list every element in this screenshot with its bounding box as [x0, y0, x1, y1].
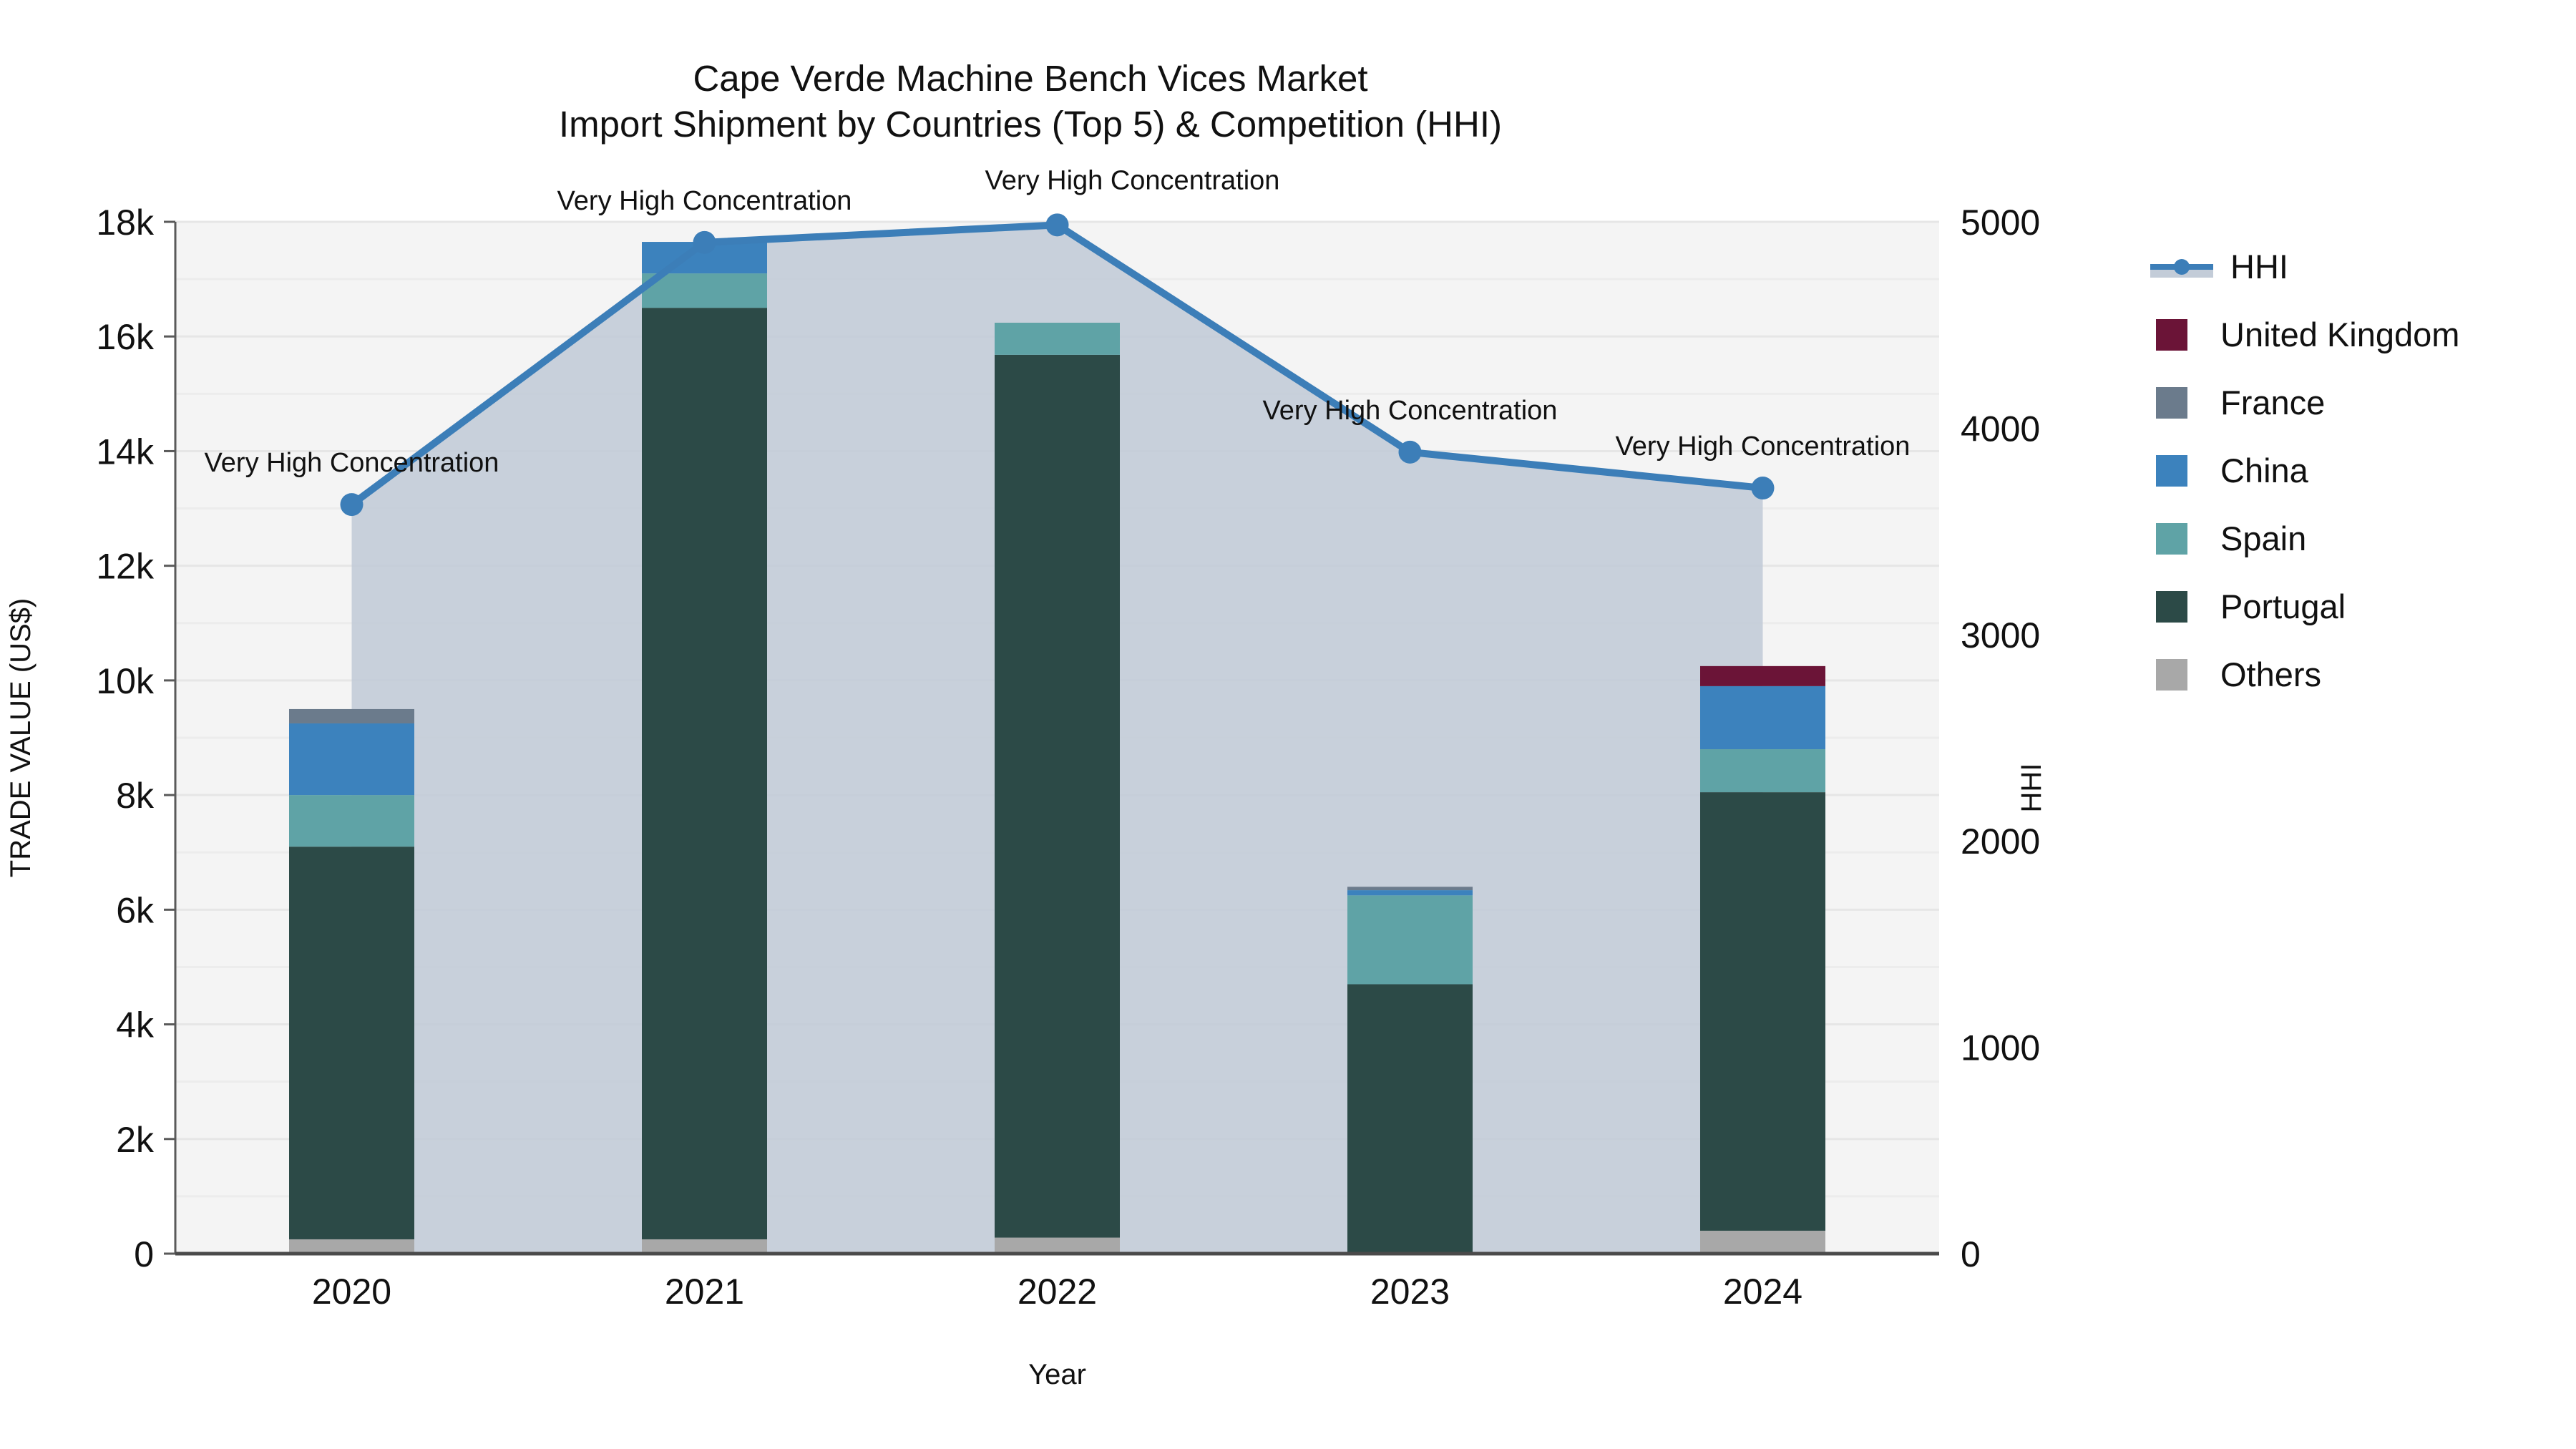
x-axis-tick-label: 2020	[312, 1272, 391, 1312]
legend-item[interactable]: United Kingdom	[2150, 301, 2572, 369]
legend-item[interactable]: HHI	[2150, 233, 2572, 301]
bar-stack	[642, 242, 767, 1254]
bar-segment[interactable]	[1347, 895, 1473, 985]
legend-item-label: France	[2220, 384, 2326, 421]
y2-axis-tick-label: 5000	[1961, 203, 2040, 243]
y-axis-tick-label: 0	[134, 1234, 154, 1274]
y2-axis-tick-label: 3000	[1961, 615, 2040, 655]
concentration-annotation: Very High Concentration	[1616, 431, 1911, 462]
bar-segment[interactable]	[1347, 984, 1473, 1254]
y-axis-title: TRADE VALUE (US$)	[5, 598, 36, 877]
y-axis-tick-label: 8k	[116, 776, 155, 816]
concentration-annotation: Very High Concentration	[1263, 396, 1558, 426]
legend-color-swatch	[2156, 590, 2187, 623]
hhi-marker[interactable]	[340, 493, 364, 517]
legend-color-swatch	[2156, 522, 2187, 555]
bar-segment[interactable]	[642, 273, 767, 308]
bar-segment[interactable]	[995, 322, 1120, 355]
bar-segment[interactable]	[1700, 749, 1825, 793]
legend-item[interactable]: Others	[2150, 640, 2572, 708]
legend-color-swatch	[2156, 658, 2187, 691]
legend-item-label: United Kingdom	[2220, 316, 2460, 353]
hhi-marker[interactable]	[1045, 213, 1069, 237]
x-axis-title: Year	[1028, 1359, 1086, 1390]
bar-segment[interactable]	[289, 723, 414, 796]
x-axis-tick-label: 2023	[1370, 1272, 1450, 1312]
hhi-marker[interactable]	[1398, 440, 1422, 464]
concentration-annotation: Very High Concentration	[557, 186, 852, 216]
bar-segment[interactable]	[1347, 887, 1473, 891]
hhi-marker[interactable]	[1751, 477, 1775, 500]
legend-color-swatch	[2156, 454, 2187, 487]
bar-stack	[995, 322, 1120, 1254]
legend-item-label: HHI	[2230, 248, 2288, 286]
y-axis-tick-label: 18k	[96, 203, 155, 243]
legend-item-label: Spain	[2220, 519, 2307, 557]
bar-stack	[1700, 665, 1825, 1254]
y-axis-tick-label: 10k	[96, 661, 155, 701]
y2-axis-tick-label: 4000	[1961, 409, 2040, 449]
bar-stack	[1347, 887, 1473, 1254]
legend-color-swatch	[2156, 386, 2187, 419]
legend-item[interactable]: Portugal	[2150, 572, 2572, 640]
bar-segment[interactable]	[289, 795, 414, 847]
legend-item-label: Portugal	[2220, 587, 2346, 625]
y2-axis-tick-label: 2000	[1961, 821, 2040, 862]
bar-segment[interactable]	[1700, 1230, 1825, 1254]
y-axis-tick-label: 12k	[96, 547, 155, 587]
legend-color-swatch	[2156, 318, 2187, 351]
bar-segment[interactable]	[995, 1237, 1120, 1254]
legend-line-icon	[2150, 251, 2213, 283]
bar-segment[interactable]	[1700, 792, 1825, 1231]
bar-segment[interactable]	[1700, 686, 1825, 750]
y-axis-tick-label: 2k	[116, 1120, 155, 1160]
chart-legend: HHI United Kingdom France China Spain Portuga…	[2150, 233, 2572, 708]
y-axis-tick-label: 6k	[116, 890, 155, 930]
y-axis-tick-label: 14k	[96, 431, 155, 472]
legend-item[interactable]: Spain	[2150, 504, 2572, 572]
concentration-annotation: Very High Concentration	[985, 165, 1280, 195]
y2-axis-title: HHI	[2016, 763, 2047, 813]
x-axis-tick-label: 2021	[665, 1272, 744, 1312]
legend-item[interactable]: France	[2150, 369, 2572, 436]
bar-segment[interactable]	[642, 1239, 767, 1254]
legend-item-label: Others	[2220, 655, 2322, 693]
plot-area: Very High Concentration Very High Concent…	[5, 165, 2047, 1390]
y-axis-tick-label: 16k	[96, 317, 155, 357]
bar-segment[interactable]	[1700, 665, 1825, 686]
legend-item-label: China	[2220, 452, 2308, 489]
bar-segment[interactable]	[1347, 890, 1473, 896]
bar-segment[interactable]	[642, 308, 767, 1239]
y-axis-tick-label: 4k	[116, 1005, 155, 1045]
bar-segment[interactable]	[289, 1239, 414, 1254]
bar-stack	[289, 708, 414, 1254]
concentration-annotation: Very High Concentration	[205, 448, 499, 478]
chart-canvas: Very High Concentration Very High Concent…	[5, 165, 2047, 1390]
bar-segment[interactable]	[289, 847, 414, 1239]
bar-segment[interactable]	[995, 354, 1120, 1238]
legend-item[interactable]: China	[2150, 436, 2572, 504]
x-axis-tick-label: 2022	[1018, 1272, 1097, 1312]
hhi-marker[interactable]	[693, 230, 716, 254]
bar-segment[interactable]	[289, 708, 414, 723]
x-axis-tick-label: 2024	[1723, 1272, 1802, 1312]
y2-axis-tick-label: 0	[1961, 1234, 1981, 1274]
y2-axis-tick-label: 1000	[1961, 1028, 2040, 1068]
